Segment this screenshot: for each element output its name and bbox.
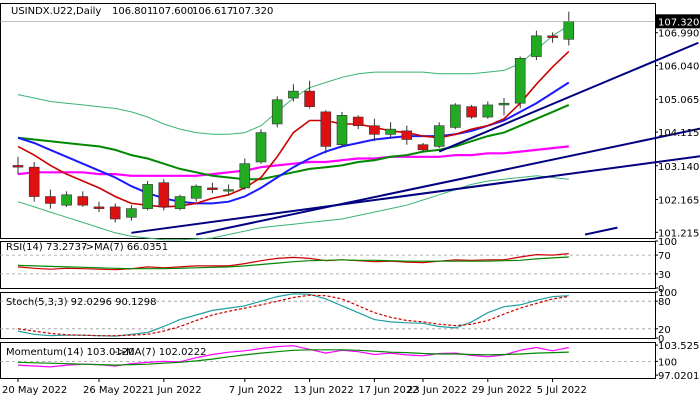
main-title: USINDX.U22,Daily [11, 6, 101, 17]
rsi-tick-label-2: 30 [658, 270, 671, 281]
momentum-tick-label-1: 100 [658, 357, 677, 368]
candle-body-7 [126, 208, 137, 218]
rsi-tick-label-0: 100 [658, 237, 677, 248]
candle-body-24 [401, 130, 413, 140]
candle-body-12 [207, 187, 218, 190]
momentum-title: Momentum(14) 103.0120 [6, 347, 134, 358]
time-tick-label-1: 26 May 2022 [83, 385, 148, 396]
candle-body-29 [482, 104, 494, 118]
candle-body-16 [271, 99, 283, 125]
price-tick-label-4: 103.140 [658, 162, 699, 173]
candle-body-10 [174, 196, 186, 209]
candle-body-6 [109, 206, 121, 220]
candle-body-2 [45, 196, 56, 204]
price-panel-frame [0, 3, 656, 239]
ohlc-open: 106.801 [112, 6, 153, 17]
stoch-tick-label-1: 80 [658, 297, 671, 308]
rsi-tick-label-3: 0 [658, 284, 664, 295]
price-tick-label-1: 106.040 [658, 62, 699, 73]
candle-body-25 [417, 144, 429, 151]
time-tick-label-4: 13 Jun 2022 [294, 385, 354, 396]
stoch-tick-label-0: 100 [658, 288, 677, 299]
stoch-tick-label-2: 20 [658, 325, 671, 336]
candle-body-1 [28, 166, 40, 197]
price-panel: 106.990 106.040 105.065 104.115 103.140 102.1… [0, 3, 700, 241]
candle-body-14 [239, 163, 251, 189]
price-tick-label-2: 105.065 [658, 95, 699, 106]
momentum-frame [0, 342, 656, 379]
candle-body-33 [547, 35, 558, 38]
candle-body-26 [433, 125, 445, 147]
ma-magenta-line [17, 145, 569, 177]
price-tick-label-0: 106.990 [658, 29, 699, 40]
stoch-series-1 [17, 294, 569, 337]
ma-blue-line [17, 81, 570, 205]
candle-body-0 [12, 165, 24, 168]
candle-body-20 [336, 115, 348, 145]
momentum-series-1 [17, 349, 569, 366]
rsi-panel: 100 70 30 0 [0, 237, 677, 295]
time-axis: 20 May 2022 26 May 2022 1 Jun 2022 7 Jun 20… [2, 378, 587, 396]
candle-body-17 [288, 90, 299, 99]
rsi-frame [0, 241, 656, 289]
candle-body-3 [61, 194, 72, 206]
candle-body-13 [223, 189, 234, 192]
price-tick-label-3: 104.115 [658, 128, 699, 139]
candle-body-21 [352, 116, 364, 126]
candle-body-19 [320, 111, 332, 147]
trend-line-4 [584, 226, 618, 236]
rsi-ma-value: ->MA(7) 66.0351 [82, 242, 168, 253]
time-tick-label-0: 20 May 2022 [2, 385, 67, 396]
stoch-tick-label-3: 0 [658, 334, 664, 345]
time-tick-label-6: 23 Jun 2022 [407, 385, 467, 396]
candle-body-32 [531, 35, 542, 57]
candle-body-5 [93, 206, 105, 209]
candle-body-9 [158, 182, 170, 208]
time-tick-label-7: 29 Jun 2022 [472, 385, 532, 396]
trend-line-1 [195, 127, 700, 236]
candle-body-22 [369, 125, 380, 135]
ohlc-high: 107.600 [152, 6, 193, 17]
trend-line-3 [438, 41, 699, 153]
bollinger-lower-line [17, 175, 569, 241]
candle-body-28 [466, 106, 477, 118]
last-price-label: 107.320 [658, 17, 699, 28]
ma-red-line [17, 50, 570, 208]
stoch-title: Stoch(5,3,3) 92.0296 90.1298 [6, 297, 157, 308]
trend-line-2 [131, 155, 700, 234]
time-tick-label-3: 7 Jun 2022 [229, 385, 283, 396]
candle-body-8 [142, 184, 153, 209]
price-tick-label-5: 102.165 [658, 195, 699, 206]
candle-body-23 [385, 128, 396, 135]
candle-body-31 [514, 57, 526, 104]
candle-body-30 [498, 102, 510, 106]
candle-body-34 [563, 21, 575, 40]
momentum-ma-value: ->MA(7) 102.0222 [114, 347, 207, 358]
ohlc-close: 107.320 [232, 6, 273, 17]
time-tick-label-5: 17 Jun 2022 [358, 385, 418, 396]
candle-body-27 [450, 104, 461, 128]
ma-green-line [17, 103, 570, 181]
candle-body-15 [255, 132, 267, 163]
rsi-tick-label-1: 70 [658, 251, 671, 262]
momentum-tick-label-2: 97.0201 [658, 371, 699, 382]
candle-body-18 [304, 90, 315, 107]
price-tick-label-6: 101.215 [658, 228, 699, 239]
candle-body-4 [77, 196, 89, 206]
candle-body-11 [190, 185, 202, 199]
rsi-title: RSI(14) 73.2737 [6, 242, 87, 253]
rsi-series-1 [17, 256, 569, 270]
ohlc-low: 106.617 [192, 6, 233, 17]
last-price-badge [655, 14, 700, 29]
rsi-series-0 [17, 253, 569, 271]
stoch-frame [0, 292, 656, 339]
time-tick-label-8: 5 Jul 2022 [537, 385, 587, 396]
time-tick-label-2: 1 Jun 2022 [148, 385, 202, 396]
